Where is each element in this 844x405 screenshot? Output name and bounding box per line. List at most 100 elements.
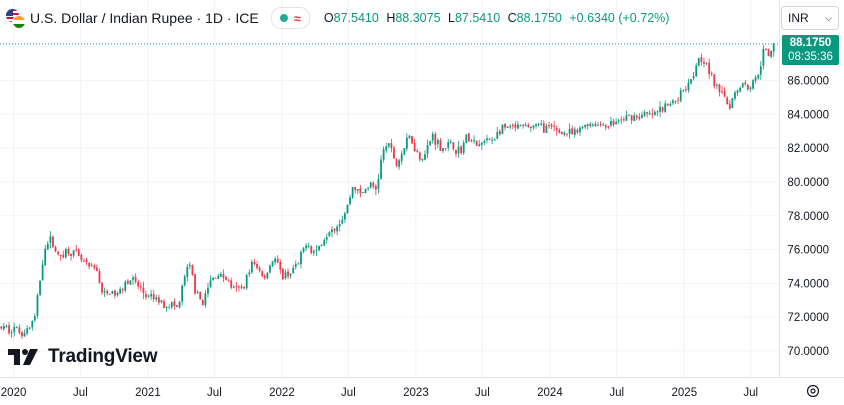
candle-body — [692, 76, 695, 79]
price-axis[interactable]: 70.0000 72.0000 74.0000 76.0000 78.0000 80.00… — [787, 76, 829, 358]
candle — [230, 277, 233, 290]
candle-body — [455, 149, 457, 154]
wave-icon: ≈ — [293, 10, 301, 26]
candle — [176, 304, 178, 308]
candle-body — [369, 182, 372, 188]
candle-body — [653, 111, 656, 115]
candle — [114, 289, 116, 299]
candle — [672, 99, 674, 106]
candle — [677, 96, 680, 104]
tradingview-logo[interactable]: TradingView — [8, 346, 158, 368]
currency-selector[interactable]: INR ⌵ — [781, 6, 839, 30]
candle — [356, 189, 359, 195]
candle — [687, 78, 690, 93]
candle — [28, 326, 31, 330]
ohlc-open-key: O — [323, 11, 334, 25]
candle — [183, 274, 186, 287]
candle-body — [134, 276, 137, 282]
candle-body — [558, 129, 561, 133]
candle-body — [26, 328, 29, 334]
candle — [478, 139, 481, 147]
candle-body — [325, 237, 328, 240]
price-tick-label: 72.0000 — [787, 312, 829, 324]
candle-body — [116, 293, 119, 296]
gear-icon[interactable] — [805, 383, 821, 399]
candle-body — [21, 332, 23, 337]
candle-body — [677, 99, 680, 101]
candle-body — [540, 123, 543, 125]
candle-body — [514, 124, 517, 128]
candle — [535, 123, 537, 129]
candle — [674, 100, 677, 104]
candle-body — [139, 286, 142, 288]
candle-body — [762, 48, 765, 66]
candle — [294, 260, 297, 270]
candle-body — [628, 114, 630, 116]
candle-body — [338, 224, 341, 227]
candle-body — [31, 321, 34, 328]
candle-body — [33, 316, 36, 321]
candle — [390, 138, 393, 153]
candle-body — [765, 49, 767, 51]
candle — [656, 109, 659, 116]
candle-body — [641, 114, 643, 118]
candle-body — [610, 120, 612, 126]
candle — [374, 183, 377, 196]
candle — [5, 324, 8, 328]
candle — [341, 215, 344, 225]
candle-body — [700, 57, 703, 63]
candle-body — [173, 301, 176, 306]
candle — [132, 274, 134, 285]
candle — [630, 114, 633, 125]
candle — [558, 128, 561, 134]
symbol-header: U.S. Dollar / Indian Rupee · 1D · ICE ≈ … — [6, 7, 669, 29]
candle — [377, 173, 380, 194]
candle — [274, 256, 277, 266]
candle — [697, 57, 700, 67]
candle-body — [103, 291, 106, 293]
candle — [746, 83, 749, 91]
candle-body — [284, 272, 287, 279]
symbol-title[interactable]: U.S. Dollar / Indian Rupee · 1D · ICE — [30, 10, 259, 26]
candle-body — [635, 115, 638, 118]
candle-body — [744, 82, 747, 85]
time-axis[interactable]: 2020 Jul 2021 Jul 2022 Jul 2023 Jul 2024 Jul 2025 J… — [1, 387, 758, 399]
candle — [498, 129, 501, 136]
candle — [524, 122, 527, 127]
candle-body — [560, 132, 563, 135]
candle-body — [599, 124, 602, 126]
candle — [186, 263, 189, 282]
candle — [486, 134, 488, 144]
candle — [145, 290, 147, 300]
candle-body — [67, 248, 70, 254]
candle-body — [535, 124, 537, 127]
candle-body — [633, 115, 636, 122]
candle — [772, 42, 775, 57]
candle-body — [710, 73, 713, 75]
candle — [597, 122, 599, 126]
candle — [59, 254, 62, 261]
candle-body — [449, 141, 452, 143]
candle-body — [276, 258, 279, 263]
candle-body — [90, 264, 93, 266]
candle — [217, 273, 220, 280]
candle — [610, 116, 612, 128]
time-tick-label: 2025 — [672, 387, 698, 399]
candle — [219, 271, 222, 277]
candle — [93, 263, 96, 271]
candle — [576, 128, 579, 135]
candle-body — [602, 124, 605, 126]
market-status-pill[interactable]: ≈ — [270, 7, 310, 29]
candle-body — [145, 293, 147, 298]
candle-body — [95, 267, 98, 272]
candle-body — [398, 160, 401, 167]
candle — [511, 123, 514, 130]
candle — [715, 83, 718, 90]
candle — [269, 264, 271, 273]
candle — [147, 294, 150, 298]
candle-body — [279, 262, 282, 270]
candle — [749, 86, 752, 92]
candle-body — [746, 84, 749, 90]
candle — [710, 71, 713, 77]
